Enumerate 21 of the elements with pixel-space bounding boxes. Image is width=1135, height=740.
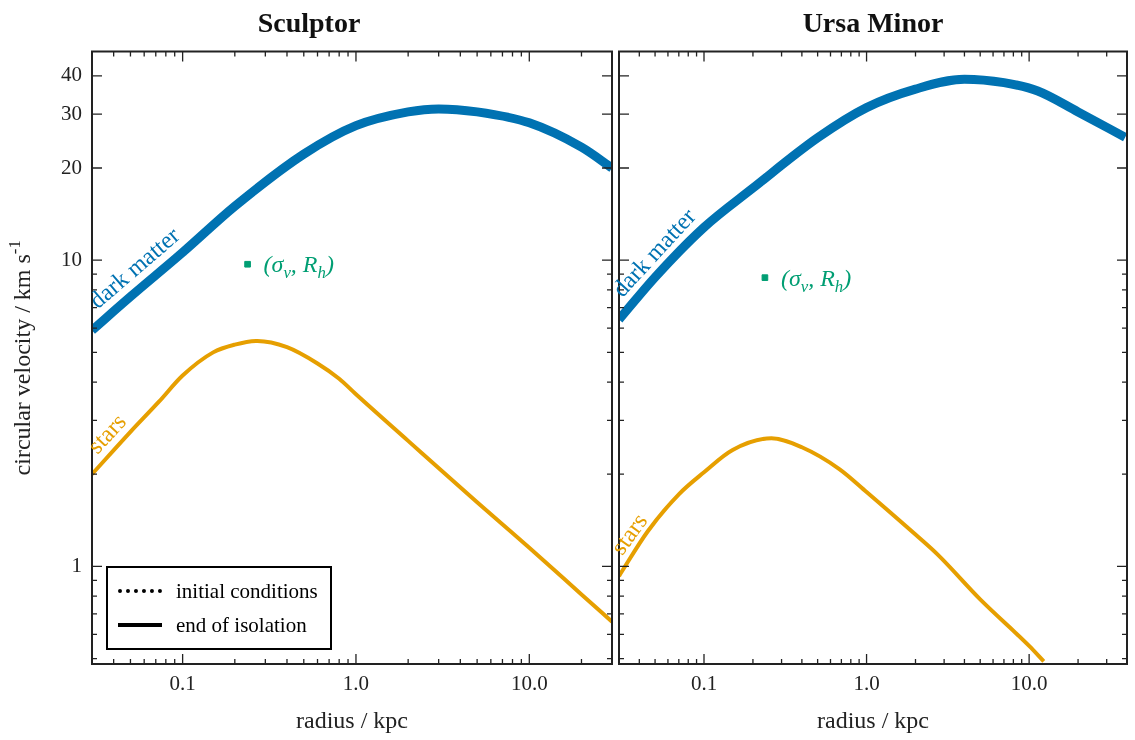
x-tick-label: 1.0 [853,671,880,696]
style-key: initial conditions end of isolation [106,566,332,650]
y-tick-label: 1 [71,552,82,577]
annotation: end of isolation [176,612,307,639]
text: stars [605,508,653,560]
chart-title: Sculptor [257,7,361,39]
x-axis-title: radius / kpc [817,706,929,733]
y-tick-label: 40 [61,62,82,87]
chart-title: Ursa Minor [802,7,944,39]
y-tick-label: 10 [61,246,82,271]
x-tick-label: 1.0 [342,671,370,696]
x-tick-label: 10.0 [510,671,548,696]
x-axis-title: radius / kpc [296,706,408,733]
x-tick-label: 0.1 [169,671,196,696]
x-tick-label: 10.0 [1010,671,1048,696]
annotation: initial conditions [176,578,318,605]
x-tick-label: 0.1 [690,671,718,696]
text: stars [82,408,132,459]
y-axis-title: circular velocity / km s-1 [5,240,35,476]
y-tick-label: 20 [61,154,82,179]
y-tick-label: 30 [61,100,82,125]
